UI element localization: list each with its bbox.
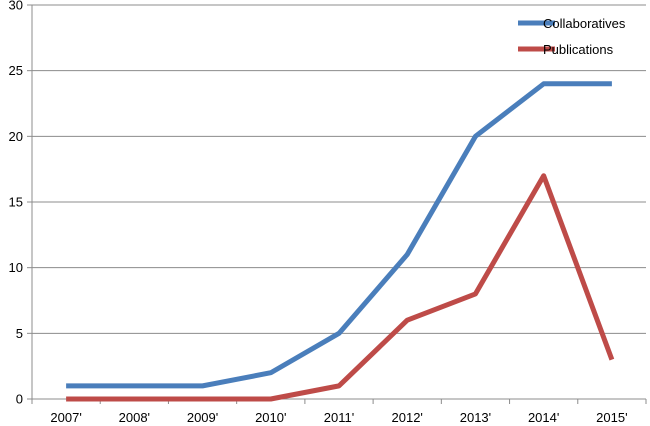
x-axis-ticks: 2007' 2008' 2009' 2010' 2011' 2012' 2013' 2014'… bbox=[31, 399, 647, 425]
y-tick-label: 0 bbox=[16, 392, 23, 407]
gridlines bbox=[32, 4, 646, 334]
x-tick-label: 2011' bbox=[324, 410, 354, 425]
legend: Collaboratives Publications bbox=[518, 16, 626, 57]
x-tick-label: 2014' bbox=[528, 410, 559, 425]
y-tick-label: 30 bbox=[9, 0, 23, 13]
y-tick-label: 15 bbox=[9, 195, 23, 210]
legend-label-publications: Publications bbox=[543, 42, 614, 57]
x-tick-label: 2007' bbox=[50, 410, 81, 425]
x-tick-label: 2010' bbox=[255, 410, 286, 425]
series-line-publications bbox=[66, 173, 615, 402]
x-tick-label: 2015' bbox=[596, 410, 627, 425]
y-tick-label: 25 bbox=[9, 63, 23, 78]
series-line-collaboratives bbox=[66, 81, 612, 389]
y-tick-label: 10 bbox=[9, 260, 23, 275]
x-tick-label: 2013' bbox=[460, 410, 491, 425]
x-tick-label: 2012' bbox=[392, 410, 423, 425]
y-axis-ticks: 0 5 10 15 20 25 30 bbox=[9, 0, 32, 407]
x-tick-label: 2008' bbox=[119, 410, 150, 425]
series-lines bbox=[66, 81, 615, 402]
x-tick-label: 2009' bbox=[187, 410, 218, 425]
legend-label-collaboratives: Collaboratives bbox=[543, 16, 626, 31]
y-tick-label: 5 bbox=[16, 326, 23, 341]
y-tick-label: 20 bbox=[9, 129, 23, 144]
